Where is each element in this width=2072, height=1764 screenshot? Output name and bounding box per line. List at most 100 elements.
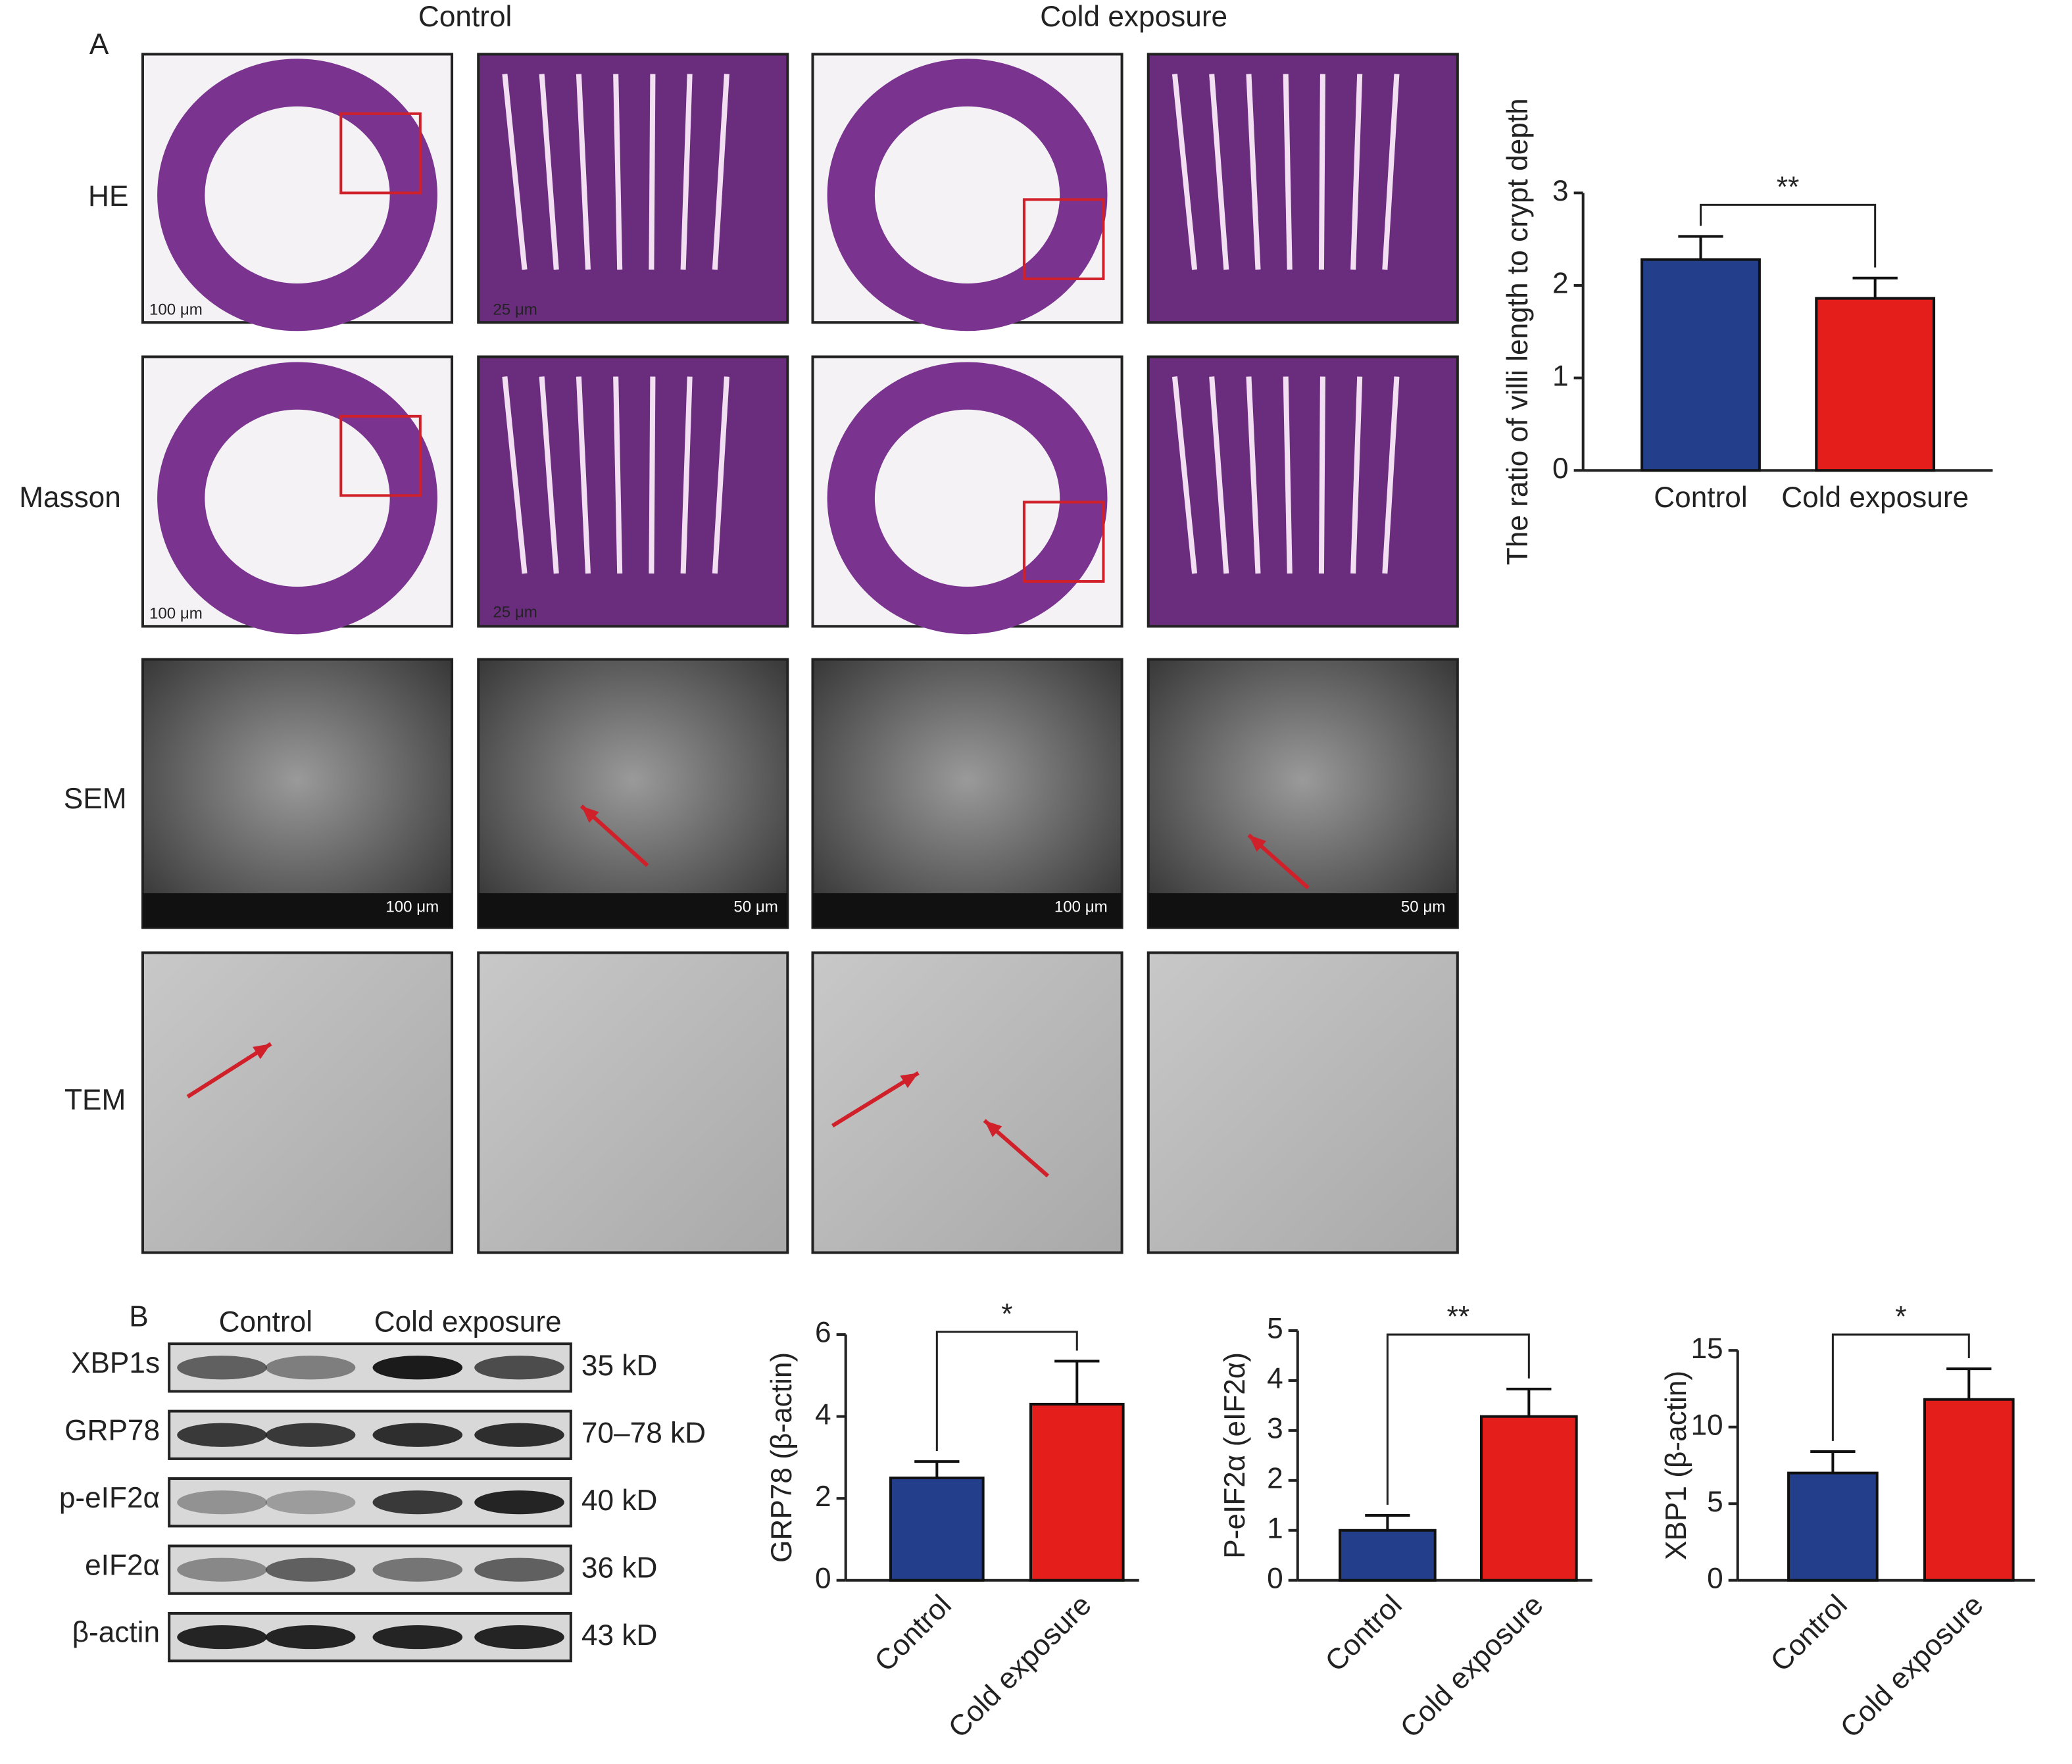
band [265,1356,356,1380]
band [177,1625,267,1650]
info-bar [812,893,1122,928]
info-bar [478,893,788,928]
micrograph [1147,53,1459,324]
panel-label: B [129,1301,148,1333]
y-axis-label: GRP78 (β-actin) [766,1352,798,1563]
row-label: TEM [64,1084,126,1116]
villus [1350,74,1363,270]
villus [576,376,591,574]
y-tick-label: 5 [1267,1313,1283,1345]
scale-label: 100 μm [1054,898,1108,916]
zoom-box [339,414,422,497]
bar [1339,1529,1437,1582]
micrograph [141,951,454,1254]
bar [889,1477,985,1582]
significance-bracket [1699,203,1877,268]
micrograph [141,658,454,929]
tissue-ring [157,59,437,331]
info-bar [1148,893,1458,928]
significance-bracket [1831,1333,1970,1441]
group-label: Control [418,1,512,33]
x-tick-label: Control [1764,1589,1853,1678]
villus [1209,74,1229,270]
villus [712,74,729,270]
micrograph [477,355,789,628]
bar [1480,1415,1578,1582]
y-tick-label: 1 [1267,1512,1283,1544]
y-tick-label: 3 [1267,1413,1283,1445]
band [474,1490,564,1515]
y-tick-label: 6 [815,1317,831,1349]
x-tick-label: Cold exposure [943,1589,1098,1744]
scale-label: 50 μm [1401,898,1445,916]
band-size: 35 kD [581,1350,657,1382]
y-tick-label: 0 [1552,453,1569,485]
band [474,1625,564,1650]
significance: * [1001,1298,1012,1331]
villus [1172,74,1198,270]
band [372,1356,463,1380]
y-tick-label: 0 [1267,1562,1283,1594]
villus [613,74,623,270]
band [372,1557,463,1582]
bar [1815,297,1936,472]
protein-label: β-actin [72,1617,160,1649]
lane-label: Cold exposure [374,1306,562,1338]
significance: ** [1447,1301,1469,1333]
villus [1318,376,1325,574]
band [474,1356,564,1380]
scale-label: 100 μm [385,898,439,916]
y-tick-label: 0 [815,1562,831,1594]
villus [576,74,591,270]
significance: ** [1777,171,1799,203]
micrograph [477,951,789,1254]
protein-label: eIF2α [85,1549,160,1581]
x-tick-label: Control [1654,481,1747,514]
villus [1209,376,1229,574]
villus [1283,74,1293,270]
lane-label: Control [219,1306,312,1338]
y-axis-label: P-eIF2α (eIF2α) [1219,1352,1251,1559]
bar [1029,1402,1125,1582]
row-label: HE [88,180,128,212]
villus [680,376,693,574]
group-label: Cold exposure [1040,1,1227,33]
band [474,1423,564,1447]
bar [1787,1471,1879,1582]
y-tick-label: 0 [1707,1562,1723,1594]
villus [1350,376,1363,574]
micrograph [477,53,789,324]
x-tick-label: Cold exposure [1394,1589,1550,1744]
blot-strip [168,1544,572,1595]
y-tick-label: 3 [1552,175,1569,207]
band [265,1557,356,1582]
arrow-head [1248,835,1267,852]
panel-label: A [89,28,109,61]
villus [1246,376,1261,574]
villus [680,74,693,270]
band [177,1557,267,1582]
info-bar [142,893,453,928]
zoom-box [1022,501,1105,583]
villus [712,376,729,574]
y-tick-label: 2 [1552,268,1569,300]
villus [1382,74,1400,270]
tissue-ring [827,59,1108,331]
y-axis-label: XBP1 (β-actin) [1660,1371,1692,1560]
tissue-ring [157,362,437,635]
row-label: Masson [19,481,121,514]
x-tick-label: Cold exposure [1835,1589,1990,1744]
x-tick-label: Control [1319,1589,1408,1678]
band [265,1625,356,1650]
villus [502,74,528,270]
scale-label: 25 μm [493,301,537,318]
villus [649,74,656,270]
micrograph [477,658,789,929]
micrograph [811,951,1123,1254]
zoom-box [339,112,422,195]
arrow-head [253,1044,271,1060]
band-size: 36 kD [581,1552,657,1584]
bar [1923,1398,2015,1582]
band-size: 43 kD [581,1619,657,1652]
